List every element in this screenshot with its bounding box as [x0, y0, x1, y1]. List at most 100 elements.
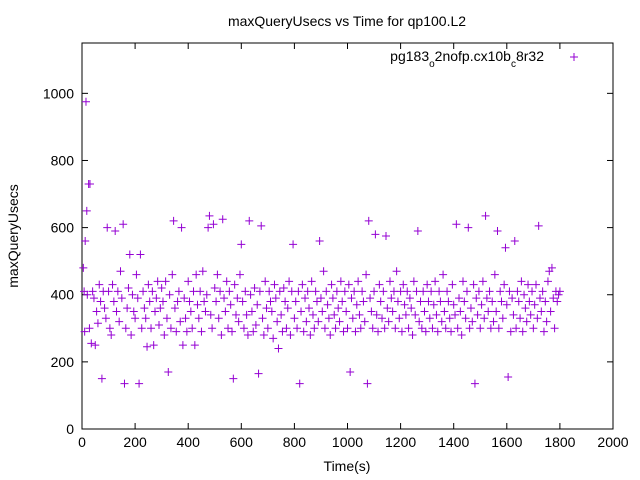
- data-point: [380, 324, 389, 333]
- data-point: [542, 317, 551, 326]
- data-point: [401, 310, 410, 319]
- data-point: [172, 327, 181, 336]
- data-point: [249, 327, 258, 336]
- data-point: [247, 307, 256, 316]
- legend-plus-marker: [570, 53, 578, 61]
- data-point: [246, 290, 255, 299]
- data-point: [526, 310, 535, 319]
- data-point: [205, 211, 214, 220]
- data-point: [320, 324, 329, 333]
- data-point: [391, 324, 400, 333]
- data-point: [378, 314, 387, 323]
- data-point: [512, 324, 521, 333]
- data-point: [555, 287, 564, 296]
- data-point: [443, 287, 452, 296]
- data-point: [355, 310, 364, 319]
- data-point: [525, 297, 534, 306]
- data-point: [451, 310, 460, 319]
- data-point: [535, 294, 544, 303]
- data-point: [109, 297, 118, 306]
- data-point: [510, 237, 519, 246]
- data-point: [154, 320, 163, 329]
- data-point: [356, 324, 365, 333]
- data-point: [360, 317, 369, 326]
- data-point: [157, 284, 166, 293]
- data-point: [83, 290, 92, 299]
- data-point: [208, 324, 217, 333]
- data-point: [470, 379, 479, 388]
- data-point: [274, 344, 283, 353]
- data-point: [96, 297, 105, 306]
- data-point: [121, 324, 130, 333]
- data-point: [489, 317, 498, 326]
- data-point: [311, 287, 320, 296]
- data-point: [229, 374, 238, 383]
- data-point: [323, 300, 332, 309]
- data-point: [533, 314, 542, 323]
- data-point: [180, 294, 189, 303]
- data-point: [92, 307, 101, 316]
- data-point: [212, 297, 221, 306]
- data-point: [481, 211, 490, 220]
- data-point: [119, 220, 128, 229]
- data-point: [480, 314, 489, 323]
- data-point: [137, 324, 146, 333]
- data-point: [371, 230, 380, 239]
- data-point: [427, 287, 436, 296]
- data-point: [528, 287, 537, 296]
- data-point: [384, 317, 393, 326]
- data-point: [125, 250, 134, 259]
- data-point: [182, 327, 191, 336]
- data-point: [455, 294, 464, 303]
- data-point: [447, 327, 456, 336]
- y-tick-label: 600: [51, 220, 75, 236]
- y-tick-label: 400: [51, 287, 75, 303]
- data-point: [144, 280, 153, 289]
- data-point: [334, 304, 343, 313]
- data-point: [350, 287, 359, 296]
- data-point: [514, 297, 523, 306]
- data-point: [547, 263, 556, 272]
- data-point: [181, 314, 190, 323]
- data-point: [145, 297, 154, 306]
- data-point: [297, 307, 306, 316]
- data-point: [314, 317, 323, 326]
- data-point: [153, 277, 162, 286]
- data-point: [522, 317, 531, 326]
- data-point: [173, 297, 182, 306]
- data-point: [129, 307, 138, 316]
- data-point: [376, 297, 385, 306]
- data-point: [509, 310, 518, 319]
- data-point: [363, 379, 372, 388]
- data-point: [97, 374, 106, 383]
- x-tick-label: 800: [283, 434, 307, 450]
- data-point: [190, 341, 199, 350]
- data-point: [381, 232, 390, 240]
- data-point: [532, 280, 541, 289]
- data-point: [266, 297, 275, 306]
- data-point: [188, 324, 197, 333]
- data-point: [399, 280, 408, 289]
- data-point: [416, 297, 425, 306]
- data-point: [202, 290, 211, 299]
- data-point: [319, 267, 328, 276]
- legend-label: pg183o2nofp.cx10bc8r32: [390, 48, 544, 70]
- data-point: [105, 324, 114, 333]
- data-point: [537, 307, 546, 316]
- data-point: [283, 304, 292, 313]
- data-point: [460, 297, 469, 306]
- data-point: [228, 327, 237, 336]
- data-point: [405, 294, 414, 303]
- data-point: [318, 307, 327, 316]
- data-point: [290, 314, 299, 323]
- data-point: [347, 294, 356, 303]
- data-point: [541, 297, 550, 306]
- data-point: [530, 300, 539, 309]
- data-point: [466, 304, 475, 313]
- data-point: [477, 300, 486, 309]
- data-point: [225, 287, 234, 296]
- data-point: [340, 287, 349, 296]
- data-point: [393, 297, 402, 306]
- data-point: [184, 277, 193, 286]
- data-point: [549, 294, 558, 303]
